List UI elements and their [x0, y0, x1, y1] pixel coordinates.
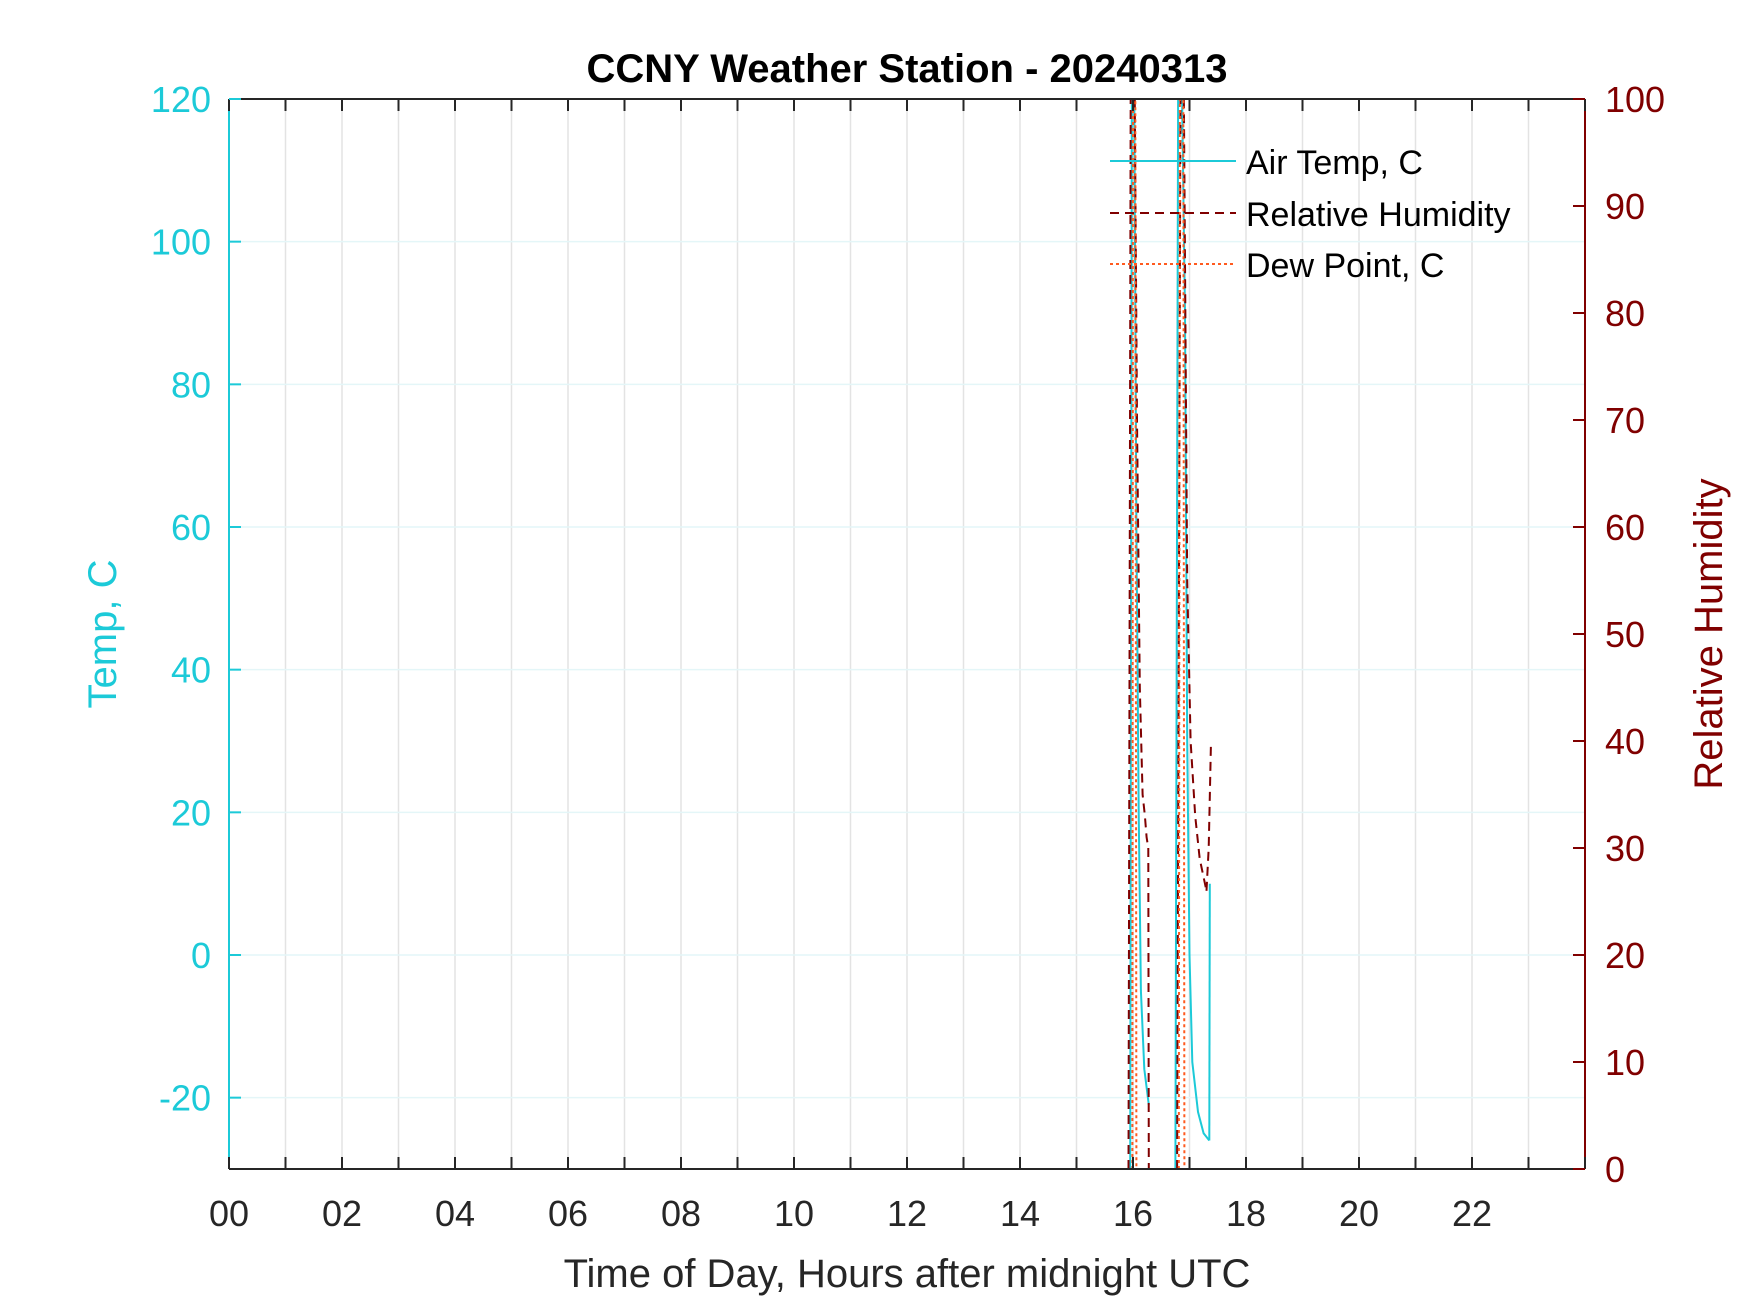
y-right-tick-label: 80 — [1605, 293, 1645, 334]
y-right-tick-label: 0 — [1605, 1149, 1625, 1190]
x-tick-label: 10 — [774, 1193, 814, 1234]
legend: Air Temp, C Relative Humidity Dew Point,… — [1110, 144, 1511, 285]
tick-labels: 00 02 04 06 08 10 12 14 16 18 20 22120100806040200-… — [151, 79, 1665, 1234]
x-tick-label: 20 — [1339, 1193, 1379, 1234]
y-right-axis-label: Relative Humidity — [1687, 478, 1731, 789]
x-tick-label: 12 — [887, 1193, 927, 1234]
y-right-tick-label: 60 — [1605, 507, 1645, 548]
y-left-axis-label: Temp, C — [81, 560, 125, 709]
series-line-air-temp-c — [1129, 99, 1150, 1169]
y-right-tick-label: 30 — [1605, 828, 1645, 869]
series-line-relative-humidity — [1127, 99, 1150, 1169]
y-left-tick-label: 120 — [151, 79, 211, 120]
x-tick-label: 16 — [1113, 1193, 1153, 1234]
x-tick-label: 00 — [209, 1193, 249, 1234]
x-tick-label: 14 — [1000, 1193, 1040, 1234]
x-tick-label: 04 — [435, 1193, 475, 1234]
y-right-tick-label: 70 — [1605, 400, 1645, 441]
y-right-tick-label: 40 — [1605, 721, 1645, 762]
y-left-tick-label: 20 — [171, 792, 211, 833]
x-axis-label: Time of Day, Hours after midnight UTC — [564, 1252, 1251, 1296]
x-tick-label: 18 — [1226, 1193, 1266, 1234]
x-tick-label: 06 — [548, 1193, 588, 1234]
y-right-tick-label: 50 — [1605, 614, 1645, 655]
legend-label-dew-point: Dew Point, C — [1246, 247, 1444, 285]
legend-label-air-temp: Air Temp, C — [1246, 144, 1423, 182]
y-left-tick-label: 80 — [171, 364, 211, 405]
y-right-tick-label: 100 — [1605, 79, 1665, 120]
series-line-air-temp-c — [1174, 99, 1211, 1169]
series-line-air-temp-c — [1208, 883, 1211, 1141]
chart-title: CCNY Weather Station - 20240313 — [587, 47, 1228, 91]
series-line-relative-humidity — [1147, 847, 1150, 1169]
axes — [228, 98, 1586, 1170]
y-left-tick-label: 0 — [191, 935, 211, 976]
y-left-tick-label: 100 — [151, 222, 211, 263]
y-right-tick-label: 20 — [1605, 935, 1645, 976]
y-left-tick-label: -20 — [159, 1078, 211, 1119]
y-right-tick-label: 90 — [1605, 186, 1645, 227]
legend-label-relative-humidity: Relative Humidity — [1246, 196, 1511, 234]
series-layer — [1127, 99, 1212, 1169]
series-line-dew-point-c — [1177, 99, 1186, 1169]
x-tick-label: 22 — [1452, 1193, 1492, 1234]
y-left-tick-label: 60 — [171, 507, 211, 548]
y-left-tick-label: 40 — [171, 650, 211, 691]
x-tick-label: 08 — [661, 1193, 701, 1234]
x-tick-label: 02 — [322, 1193, 362, 1234]
series-line-dew-point-c — [1131, 99, 1138, 1169]
y-right-tick-label: 10 — [1605, 1042, 1645, 1083]
